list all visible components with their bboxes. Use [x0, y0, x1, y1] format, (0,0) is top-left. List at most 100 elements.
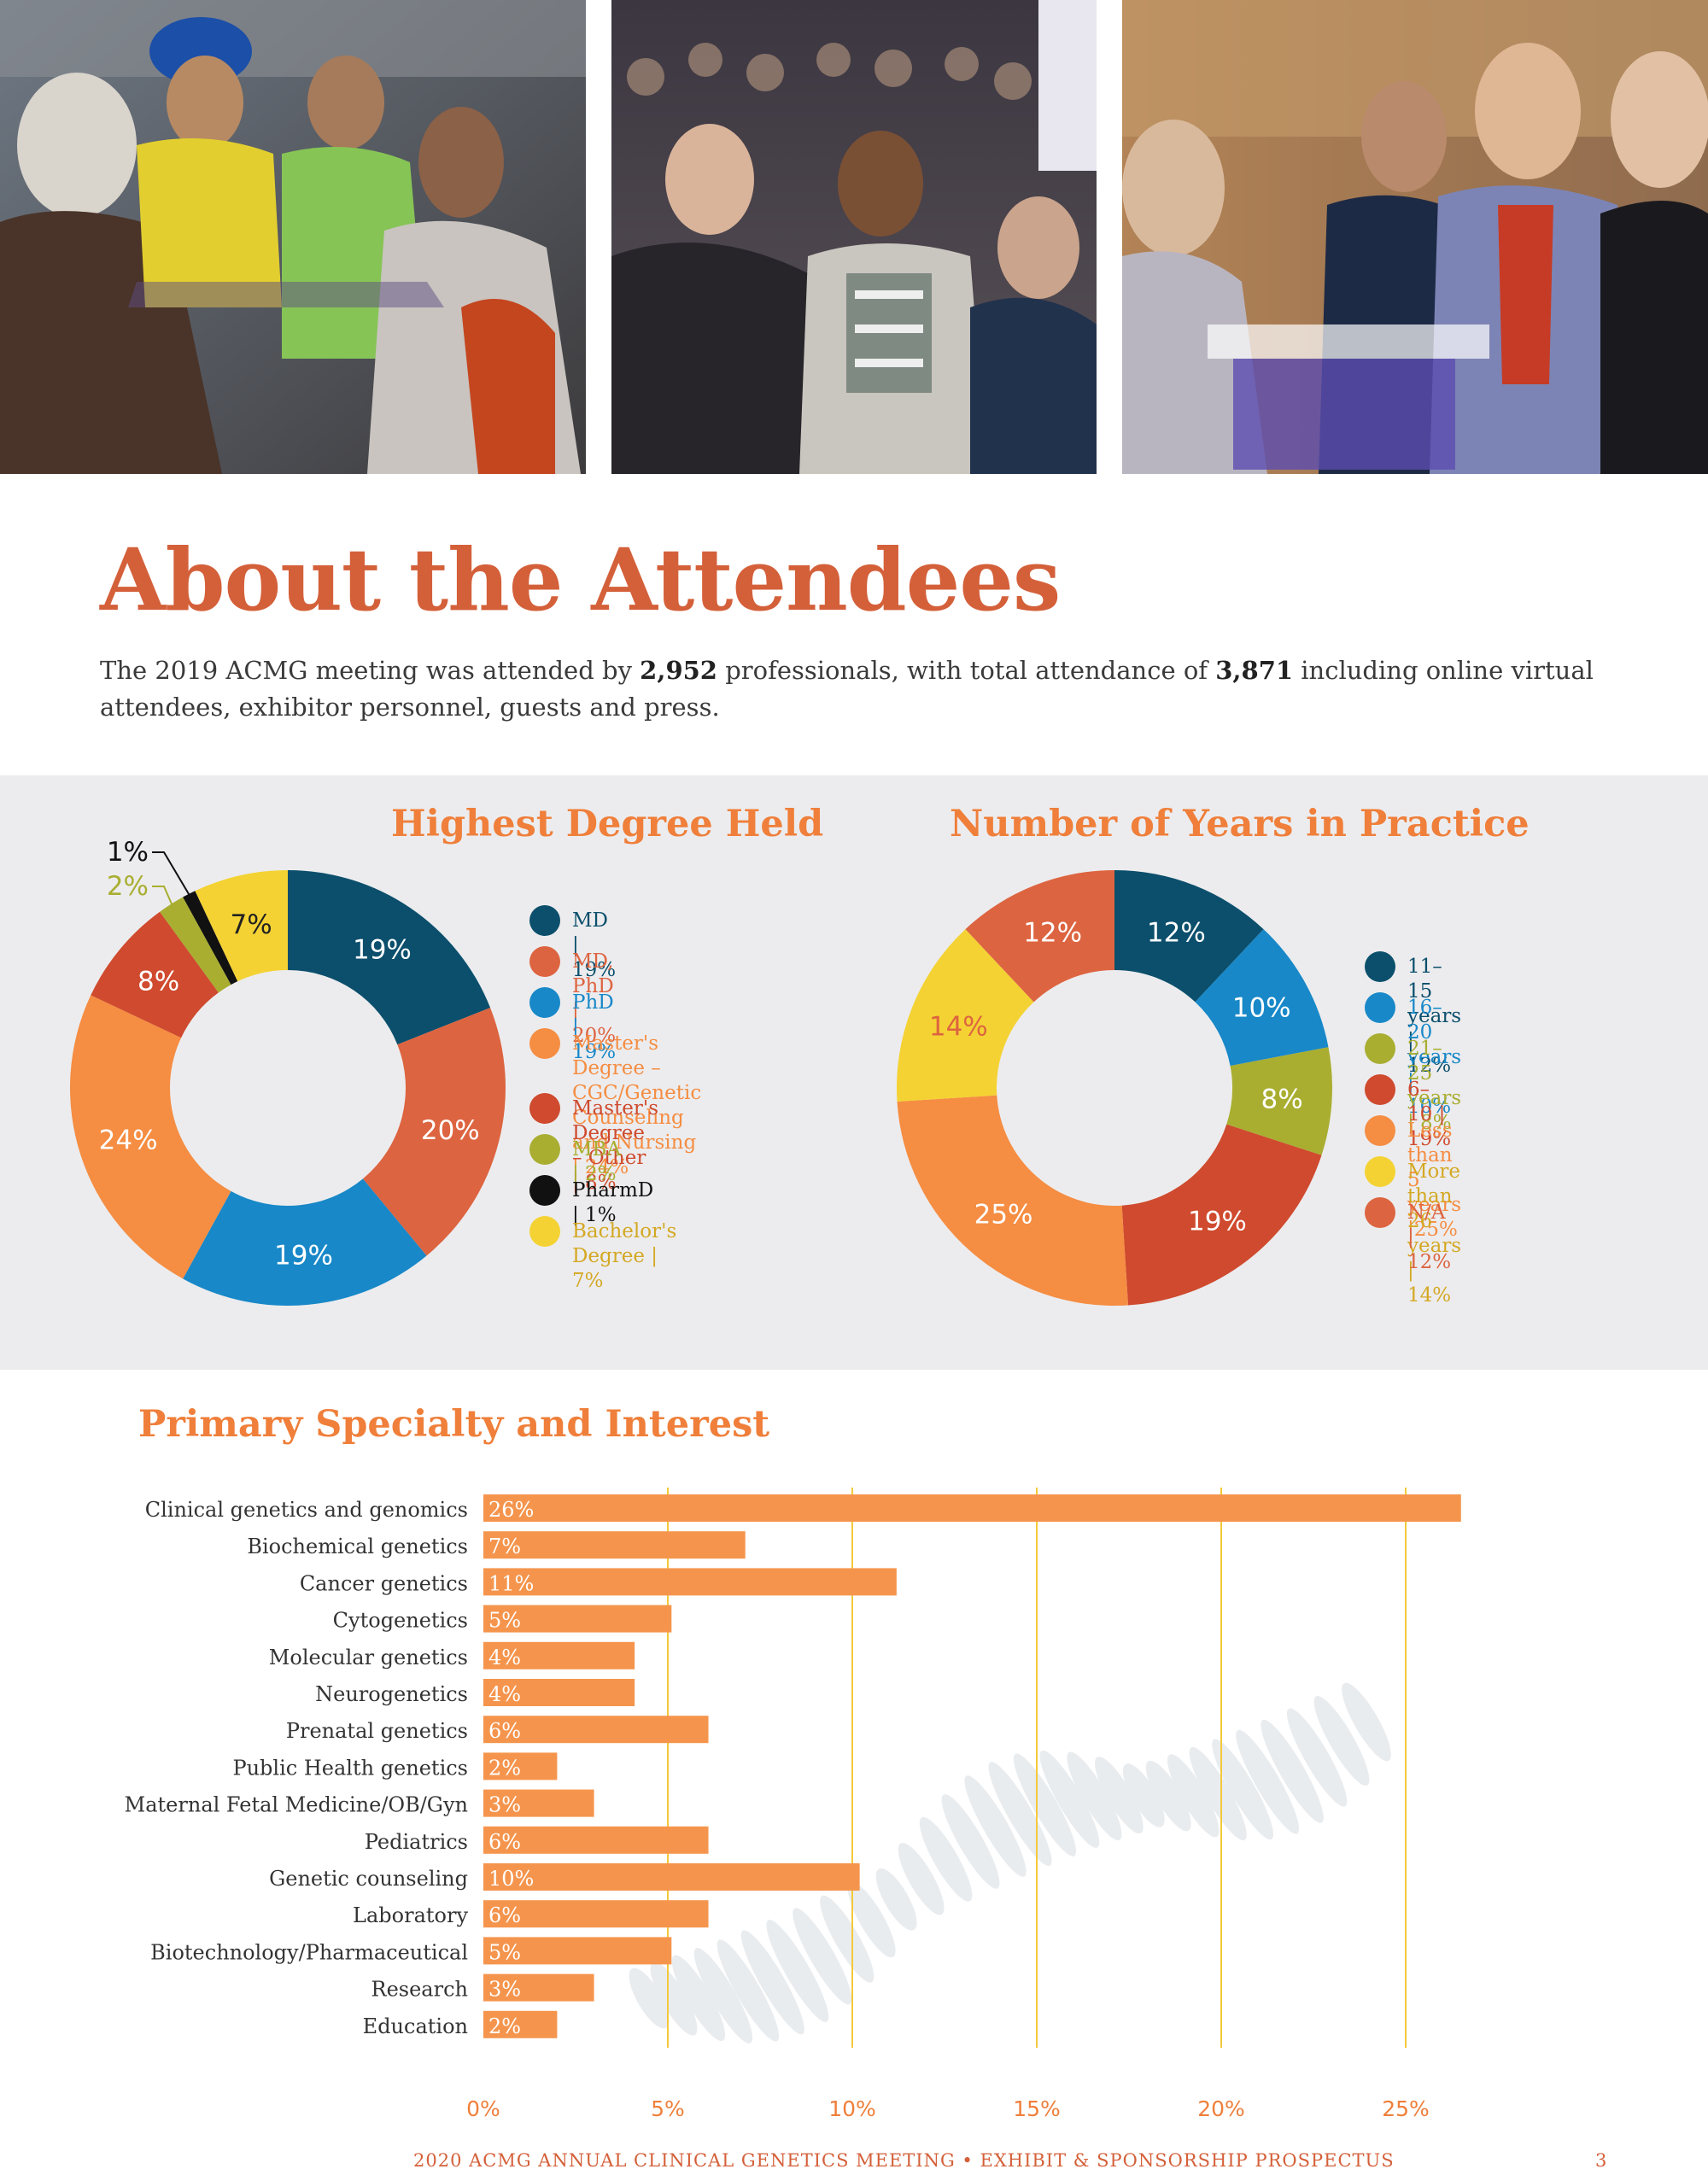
- years-slice: [1114, 870, 1264, 1003]
- bar: [483, 1826, 709, 1854]
- degree-leader-line: [152, 851, 191, 897]
- legend-swatch: [1365, 1074, 1395, 1105]
- legend-swatch: [529, 1093, 560, 1124]
- bar-value-label: 2%: [488, 2014, 521, 2038]
- intro-paragraph: The 2019 ACMG meeting was attended by 2,…: [100, 652, 1620, 726]
- degree-legend-label: PhD | 19%: [572, 991, 617, 1063]
- category-label: Biotechnology/Pharmaceutical: [150, 1940, 468, 1964]
- legend-swatch: [529, 905, 560, 936]
- bar: [483, 1679, 635, 1706]
- years-slice-label: 12%: [1023, 917, 1082, 948]
- degree-legend-label: MD | 19%: [572, 909, 617, 981]
- category-label: Genetic counseling: [269, 1867, 468, 1891]
- x-tick-label: 5%: [651, 2096, 685, 2118]
- bar: [483, 1752, 558, 1780]
- degree-slice: [91, 911, 219, 1038]
- category-label: Laboratory: [353, 1903, 468, 1927]
- bar: [483, 1605, 672, 1633]
- legend-swatch: [1365, 1115, 1395, 1146]
- degree-legend-label: MBA | 2%: [572, 1138, 622, 1185]
- years-legend-item: 16–20 years | 10%: [1365, 992, 1462, 1120]
- degree-legend-label: Master's Degree – CGC/Genetic Counseling…: [572, 1032, 702, 1178]
- degree-legend-label: PharmD | 1%: [572, 1179, 654, 1226]
- x-tick-label: 15%: [1013, 2096, 1061, 2118]
- years-slice: [965, 870, 1114, 1003]
- degree-legend-item: MBA | 2%: [529, 1134, 622, 1187]
- category-label: Research: [371, 1978, 468, 2002]
- category-label: Public Health genetics: [232, 1756, 468, 1780]
- years-legend-label: N/A | 12%: [1407, 1202, 1452, 1273]
- degree-legend-item: MD, PhD | 20%: [529, 946, 617, 1049]
- category-label: Education: [363, 2014, 468, 2038]
- bar: [483, 1863, 860, 1891]
- degree-legend-item: MD | 19%: [529, 905, 617, 983]
- legend-swatch: [1365, 992, 1395, 1023]
- years-legend-item: 11–15 years | 12%: [1365, 951, 1461, 1079]
- legend-swatch: [529, 946, 560, 977]
- years-slice-label: 8%: [1261, 1084, 1303, 1114]
- specialty-bar-chart: 26% Clinical genetics and genomics 7% Bioch…: [125, 1488, 1461, 2118]
- years-legend-label: More than 26 years | 14%: [1407, 1161, 1462, 1307]
- years-slice-label: 25%: [974, 1199, 1033, 1230]
- attendees-conversation-photo: [611, 0, 1097, 474]
- bar-value-label: 7%: [488, 1535, 521, 1558]
- legend-swatch: [1365, 1033, 1395, 1064]
- bar: [483, 1568, 897, 1596]
- years-legend-item: 21–25 years | 8%: [1365, 1033, 1461, 1136]
- category-label: Cytogenetics: [333, 1609, 468, 1633]
- degree-slice-label: 20%: [421, 1115, 480, 1146]
- years-slice: [1195, 929, 1329, 1067]
- bar: [483, 1973, 594, 2002]
- years-slice-label: 19%: [1188, 1206, 1247, 1237]
- bar-value-label: 5%: [488, 1609, 521, 1633]
- years-slice: [897, 929, 1034, 1102]
- degree-slice-label: 24%: [99, 1126, 158, 1156]
- years-legend-item: More than 26 years | 14%: [1365, 1156, 1462, 1308]
- degree-slice-label: 8%: [137, 967, 179, 997]
- degree-slice: [288, 870, 491, 1045]
- intro-text-1: The 2019 ACMG meeting was attended by: [100, 656, 640, 685]
- bar: [483, 1531, 746, 1559]
- intro-text-2: professionals, with total attendance of: [717, 656, 1216, 685]
- bar: [483, 1937, 672, 1965]
- degree-slice: [160, 897, 231, 993]
- years-slice-label: 12%: [1147, 917, 1206, 948]
- degree-slice-label: 19%: [353, 934, 412, 965]
- degree-leader-line: [152, 886, 174, 908]
- degree-legend-item: Master's Degree – Other | 8%: [529, 1093, 659, 1196]
- degree-legend-label: MD, PhD | 20%: [572, 950, 617, 1047]
- years-slice-label: 10%: [1232, 992, 1291, 1023]
- years-legend-label: 16–20 years | 10%: [1407, 997, 1462, 1118]
- category-label: Pediatrics: [365, 1830, 468, 1854]
- bar-value-label: 10%: [488, 1867, 534, 1891]
- years-slice: [897, 1095, 1129, 1306]
- total-attendance-count: 3,871: [1215, 656, 1294, 685]
- footer-text: 2020 ACMG ANNUAL CLINICAL GENETICS MEETI…: [413, 2150, 1395, 2171]
- degree-legend-item: PharmD | 1%: [529, 1175, 654, 1228]
- page-title: About the Attendees: [100, 529, 1061, 630]
- bar-value-label: 3%: [488, 1793, 521, 1817]
- donut-charts-canvas: 19% 20% 19% 24% 8% 2%1% 7% 12% 10% 8% 19% 25% 14% 12%: [69, 837, 1332, 1306]
- bar-value-label: 6%: [488, 1830, 521, 1854]
- professionals-count: 2,952: [640, 656, 717, 685]
- category-label: Clinical genetics and genomics: [145, 1498, 468, 1522]
- degree-slice-label: 2%: [107, 871, 149, 902]
- bar: [483, 1641, 635, 1669]
- attendees-exhibit-booth-photo: [1122, 0, 1708, 474]
- degree-slice: [183, 1178, 427, 1306]
- page-number: 3: [1595, 2150, 1607, 2171]
- degree-legend-item: PhD | 19%: [529, 987, 617, 1065]
- degree-chart-title: Highest Degree Held: [391, 803, 824, 845]
- specialty-chart-title: Primary Specialty and Interest: [138, 1403, 770, 1446]
- years-legend-item: N/A | 12%: [1365, 1197, 1452, 1275]
- legend-swatch: [1365, 1197, 1395, 1228]
- years-slice: [1226, 1047, 1332, 1155]
- degree-slice-label: 19%: [274, 1241, 333, 1272]
- legend-swatch: [529, 987, 560, 1018]
- degree-legend-label: Master's Degree – Other | 8%: [572, 1097, 659, 1194]
- degree-slice-label: 1%: [107, 837, 149, 868]
- years-legend-label: Less than 5 years |25%: [1407, 1120, 1462, 1241]
- bar-value-label: 5%: [488, 1940, 521, 1964]
- degree-slice: [69, 995, 231, 1279]
- bar: [483, 1494, 1461, 1522]
